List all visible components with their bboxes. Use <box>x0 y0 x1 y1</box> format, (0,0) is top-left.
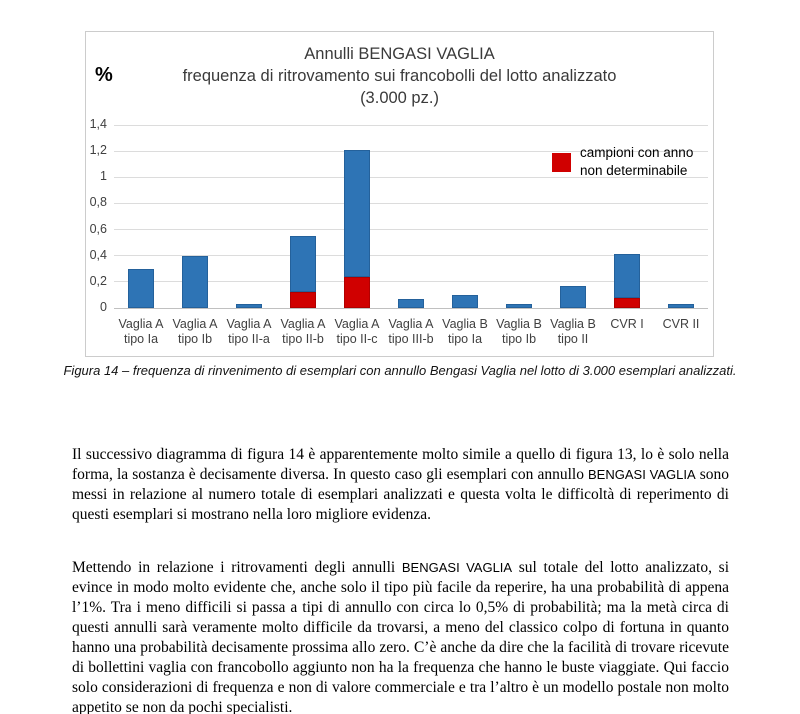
emphasis-smallcaps-run: BENGASI VAGLIA <box>588 467 696 482</box>
y-tick-label: 0,8 <box>89 195 107 210</box>
x-tick-label-line: CVR II <box>662 317 700 331</box>
legend-red-swatch <box>552 152 571 172</box>
figure-14-chart: % Annulli BENGASI VAGLIA frequenza di ri… <box>85 31 714 357</box>
bar-segment-campioni-anno-determinabile <box>182 255 208 308</box>
bar-segment-campioni-anno-non-determinabile <box>614 297 640 308</box>
x-tick-label: CVR I <box>592 317 662 332</box>
gridline-0 <box>114 307 708 309</box>
y-tick-label: 0,4 <box>89 247 107 262</box>
chart-title: Annulli BENGASI VAGLIA frequenza di ritr… <box>116 43 683 109</box>
x-tick-label-line: Vaglia A <box>172 317 218 331</box>
x-tick-label-line: tipo II-a <box>228 332 270 346</box>
x-tick-label: CVR II <box>646 317 716 332</box>
bar-segment-campioni-anno-determinabile <box>506 304 532 308</box>
chart-title-line-2: frequenza di ritrovamento sui francoboll… <box>182 67 617 85</box>
x-tick-label-line: Vaglia A <box>226 317 272 331</box>
paragraph-2: Mettendo in relazione i ritrovamenti deg… <box>72 558 729 714</box>
bar-segment-campioni-anno-non-determinabile <box>290 292 316 308</box>
paragraph-1: Il successivo diagramma di figura 14 è a… <box>72 445 729 525</box>
x-tick-label-line: tipo Ib <box>177 332 213 346</box>
gridline-0,4 <box>114 255 708 257</box>
y-tick-label: 0 <box>100 300 107 314</box>
text-run: sono messi in relazione al numero totale… <box>72 466 729 523</box>
legend-label: campioni con anno non determinabile <box>580 144 693 180</box>
legend-label-line-1: campioni con anno <box>580 145 694 160</box>
y-tick-label: 1 <box>100 169 107 184</box>
x-tick-label-line: Vaglia B <box>442 317 488 331</box>
bar-segment-campioni-anno-determinabile <box>560 285 586 308</box>
x-tick-label-line: tipo II-b <box>282 332 324 346</box>
body-text: Il successivo diagramma di figura 14 è a… <box>72 445 729 714</box>
bar-segment-campioni-anno-determinabile <box>236 304 262 308</box>
gridline-0,2 <box>114 281 708 283</box>
gridline-1 <box>114 176 708 178</box>
x-tick-label-line: CVR I <box>610 317 644 331</box>
gridline-1,4 <box>114 124 708 126</box>
x-tick-label-line: tipo Ib <box>501 332 537 346</box>
y-tick-label: 0,2 <box>89 273 107 288</box>
bar-segment-campioni-anno-determinabile <box>398 298 424 308</box>
x-tick-label-line: Vaglia A <box>280 317 326 331</box>
bar-segment-campioni-anno-determinabile <box>614 254 640 298</box>
gridline-0,8 <box>114 202 708 204</box>
y-tick-label: 1,4 <box>89 117 107 131</box>
y-tick-label: 0,6 <box>89 221 107 236</box>
x-tick-label-line: Vaglia B <box>550 317 596 331</box>
x-tick-label-line: tipo Ia <box>447 332 483 346</box>
chart-legend: campioni con anno non determinabile <box>552 144 693 180</box>
figure-caption: Figura 14 – frequenza di rinvenimento di… <box>63 363 737 378</box>
legend-label-line-2: non determinabile <box>580 163 688 178</box>
bar-segment-campioni-anno-non-determinabile <box>344 276 370 308</box>
text-run: Il successivo diagramma di figura 14 è a… <box>72 446 729 483</box>
bar-segment-campioni-anno-determinabile <box>128 268 154 308</box>
chart-title-line-1: Annulli BENGASI VAGLIA <box>304 45 495 63</box>
bar-segment-campioni-anno-determinabile <box>668 304 694 308</box>
x-tick-label-line: tipo II-c <box>336 332 378 346</box>
x-tick-label-line: Vaglia A <box>118 317 164 331</box>
bar-segment-campioni-anno-determinabile <box>290 236 316 293</box>
y-axis-unit-label: % <box>95 64 113 86</box>
gridline-1,2 <box>114 150 708 152</box>
y-tick-label: 1,2 <box>89 143 107 158</box>
x-tick-label-line: tipo Ia <box>123 332 159 346</box>
text-run: sul totale del lotto analizzato, si evin… <box>72 559 729 714</box>
x-tick-label-line: tipo III-b <box>388 332 434 346</box>
bar-segment-campioni-anno-determinabile <box>344 149 370 277</box>
bar-segment-campioni-anno-determinabile <box>452 294 478 308</box>
gridline-0,6 <box>114 229 708 231</box>
x-tick-label-line: Vaglia A <box>388 317 434 331</box>
chart-title-line-3: (3.000 pz.) <box>360 89 439 107</box>
x-tick-label-line: tipo II <box>557 332 589 346</box>
x-tick-label-line: Vaglia A <box>334 317 380 331</box>
text-run: Mettendo in relazione i ritrovamenti deg… <box>72 559 402 576</box>
emphasis-smallcaps-run: BENGASI VAGLIA <box>401 560 513 575</box>
x-tick-label-line: Vaglia B <box>496 317 542 331</box>
